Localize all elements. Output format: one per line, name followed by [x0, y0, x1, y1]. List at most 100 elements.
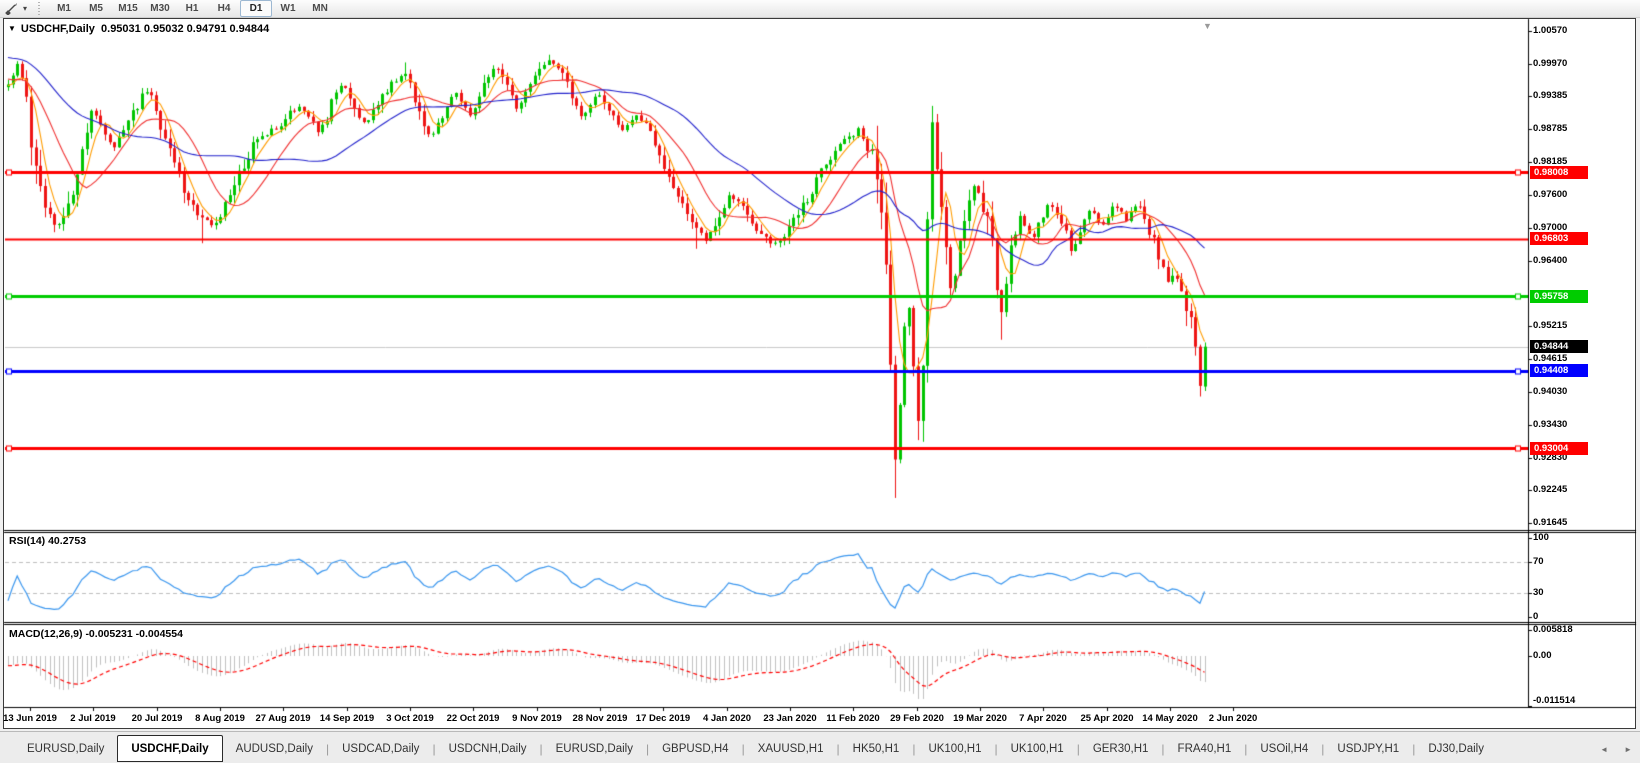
date-axis-label: 28 Nov 2019: [572, 713, 628, 724]
price-axis-label: 0.92245: [1533, 483, 1568, 495]
tab-separator: |: [645, 742, 650, 756]
chart-symbol-label: USDCHF,Daily: [20, 23, 95, 35]
chart-tab-usdchf-daily[interactable]: USDCHF,Daily: [117, 735, 223, 762]
chart-tab-uk100-h1[interactable]: UK100,H1: [928, 743, 982, 755]
price-axis-label: 0.93430: [1533, 418, 1568, 430]
ohlc-high: 0.95032: [143, 23, 184, 35]
chart-tab-gbpusd-h4[interactable]: GBPUSD,H4: [662, 743, 729, 755]
date-axis-label: 14 Sep 2019: [319, 713, 375, 724]
rsi-axis-label: 30: [1533, 587, 1544, 599]
tab-separator: |: [994, 742, 998, 756]
date-axis-label: 17 Dec 2019: [635, 713, 691, 724]
rsi-indicator-label: RSI(14) 40.2753: [9, 535, 87, 547]
tab-separator: |: [325, 742, 330, 756]
date-axis-label: 3 Oct 2019: [386, 713, 434, 724]
timeframe-button-m1[interactable]: M1: [57, 3, 71, 14]
macd-axis-label: 0.005818: [1533, 624, 1573, 636]
ohlc-open: 0.95031: [101, 23, 141, 35]
date-axis-label: 20 Jul 2019: [131, 713, 183, 724]
tab-separator: |: [836, 742, 840, 756]
chart-tab-dj30-daily[interactable]: DJ30,Daily: [1428, 743, 1484, 755]
price-line-label[interactable]: 0.94408: [1530, 364, 1588, 378]
date-axis-label: 13 Jun 2019: [3, 713, 57, 724]
price-axis-label: 0.92830: [1533, 451, 1568, 463]
rsi-axis-label: 70: [1533, 555, 1544, 567]
chart-tab-usdcad-daily[interactable]: USDCAD,Daily: [342, 743, 420, 755]
price-line-label[interactable]: 0.94844: [1530, 340, 1588, 354]
macd-indicator-label: MACD(12,26,9) -0.005231 -0.004554: [9, 628, 183, 640]
cursor-tool-icon[interactable]: [4, 2, 20, 16]
timeframe-button-h1[interactable]: H1: [185, 3, 199, 14]
top-toolbar: ▾ M1 M5 M15 M30 H1 H4 D1 W1 MN: [0, 0, 1640, 18]
chart-collapse-icon[interactable]: ▼: [8, 24, 16, 33]
tab-separator: |: [912, 742, 916, 756]
tab-separator: |: [1161, 742, 1165, 756]
price-line-label[interactable]: 0.98008: [1530, 165, 1588, 179]
tab-separator: |: [1412, 742, 1416, 756]
tab-separator: |: [539, 742, 543, 756]
tab-separator: |: [741, 742, 745, 756]
price-axis-label: 0.94030: [1533, 385, 1568, 397]
timeframe-button-w1[interactable]: W1: [280, 3, 296, 14]
timeframe-button-m5[interactable]: M5: [89, 3, 103, 14]
chart-tab-eurusd-daily[interactable]: EURUSD,Daily: [555, 743, 633, 755]
date-axis-label: 9 Nov 2019: [512, 713, 562, 724]
chart-tab-xauusd-h1[interactable]: XAUUSD,H1: [757, 743, 824, 755]
price-axis-label: 0.99385: [1533, 90, 1568, 102]
chart-tab-fra40-h1[interactable]: FRA40,H1: [1177, 743, 1232, 755]
price-line-label[interactable]: 0.95758: [1530, 289, 1588, 303]
price-axis-label: 0.98785: [1533, 123, 1568, 135]
timeframe-button-h4[interactable]: H4: [217, 3, 231, 14]
date-axis-label: 14 May 2020: [1142, 713, 1198, 724]
tool-dropdown-icon[interactable]: ▾: [23, 4, 28, 13]
price-line-label[interactable]: 0.96803: [1530, 232, 1588, 246]
price-axis-label: 0.91645: [1533, 517, 1568, 528]
date-axis-label: 7 Apr 2020: [1019, 713, 1067, 724]
ohlc-low: 0.94791: [186, 23, 227, 35]
date-axis-label: 4 Jan 2020: [702, 713, 752, 724]
macd-axis-label: -0.011514: [1533, 695, 1576, 706]
tab-scroll-left-icon[interactable]: ◄: [1600, 745, 1609, 754]
toolbar-grip[interactable]: [37, 2, 42, 15]
price-axis-label: 0.94615: [1533, 353, 1568, 365]
date-axis-label: 22 Oct 2019: [446, 713, 500, 724]
rsi-axis-label: 0: [1533, 611, 1539, 622]
price-line-label[interactable]: 0.93004: [1530, 441, 1588, 455]
chart-tab-usoil-h4[interactable]: USOil,H4: [1260, 743, 1309, 755]
chart-tab-usdcnh-daily[interactable]: USDCNH,Daily: [448, 743, 527, 755]
chart-tab-uk100-h1[interactable]: UK100,H1: [1010, 743, 1064, 755]
timeframe-button-d1[interactable]: D1: [240, 0, 273, 17]
ohlc-close: 0.94844: [229, 23, 270, 35]
chart-tab-usdjpy-h1[interactable]: USDJPY,H1: [1337, 743, 1400, 755]
chart-title: ▼ USDCHF,Daily 0.95031 0.95032 0.94791 0.…: [8, 23, 269, 35]
chart-tab-eurusd-daily[interactable]: EURUSD,Daily: [27, 743, 105, 755]
date-axis-label: 29 Feb 2020: [890, 713, 944, 724]
price-axis-label: 0.99970: [1533, 58, 1568, 70]
macd-axis-label: 0.00: [1533, 650, 1552, 661]
date-axis-label: 27 Aug 2019: [255, 713, 311, 724]
date-axis-label: 23 Jan 2020: [763, 713, 817, 724]
timeframe-button-m30[interactable]: M30: [150, 3, 170, 14]
timeframe-button-m15[interactable]: M15: [118, 3, 138, 14]
date-axis-label: 25 Apr 2020: [1080, 713, 1134, 724]
tab-scroll-arrows: ◄ ►: [1600, 745, 1632, 754]
chart-tab-hk50-h1[interactable]: HK50,H1: [852, 743, 900, 755]
date-axis-label: 8 Aug 2019: [195, 713, 245, 724]
price-axis-label: 1.00570: [1533, 25, 1568, 36]
timeframe-button-group: M1 M5 M15 M30 H1 H4 D1 W1 MN: [48, 0, 336, 17]
price-axis-label: 0.97600: [1533, 188, 1568, 200]
chart-tab-ger30-h1[interactable]: GER30,H1: [1092, 743, 1149, 755]
tab-scroll-right-icon[interactable]: ►: [1624, 745, 1632, 754]
rsi-axis-label: 100: [1533, 532, 1549, 543]
timeframe-button-mn[interactable]: MN: [312, 3, 328, 14]
date-axis-label: 2 Jun 2020: [1208, 713, 1258, 724]
date-axis-label: 11 Feb 2020: [826, 713, 880, 724]
tab-separator: |: [432, 742, 436, 756]
chart-shift-marker[interactable]: ▼: [1203, 21, 1212, 31]
tab-separator: |: [1244, 742, 1248, 756]
chart-tab-audusd-daily[interactable]: AUDUSD,Daily: [235, 743, 313, 755]
price-axis-label: 0.98185: [1533, 156, 1568, 168]
price-axis-label: 0.95215: [1533, 320, 1568, 332]
date-axis-label: 2 Jul 2019: [70, 713, 116, 724]
